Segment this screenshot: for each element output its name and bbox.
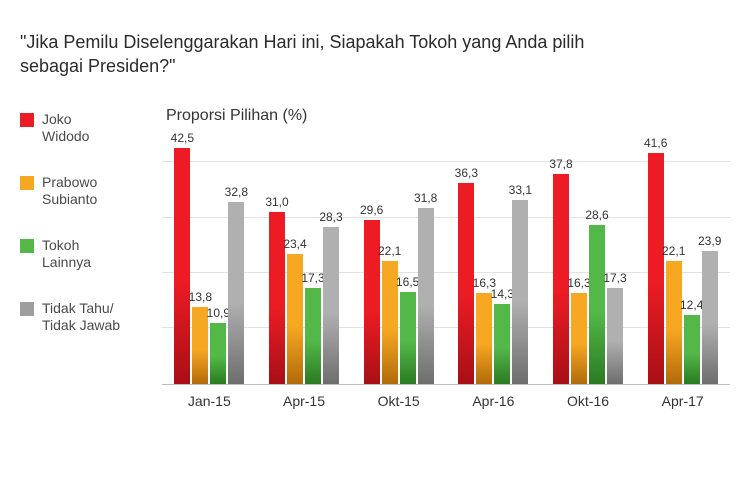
legend-swatch [20, 239, 34, 253]
legend: Joko Widodo Prabowo Subianto Tokoh Lainnya… [20, 107, 140, 335]
bar: 28,6 [589, 225, 605, 383]
bar-value-label: 23,4 [283, 237, 306, 254]
bar-value-label: 31,0 [265, 195, 288, 212]
bar: 22,1 [666, 261, 682, 383]
bar-value-label: 10,9 [207, 306, 230, 323]
bar-value-label: 37,8 [549, 157, 572, 174]
chart-title: "Jika Pemilu Diselenggarakan Hari ini, S… [20, 30, 660, 79]
bar-group: 41,622,112,423,9 [635, 135, 730, 384]
bar-value-label: 12,4 [680, 298, 703, 315]
plot-area: 42,513,810,932,831,023,417,328,329,622,1… [162, 135, 730, 385]
bar: 32,8 [228, 202, 244, 383]
bar-value-label: 33,1 [509, 183, 532, 200]
bar: 42,5 [174, 148, 190, 383]
x-axis-labels: Jan-15Apr-15Okt-15Apr-16Okt-16Apr-17 [162, 393, 730, 409]
bar: 16,3 [571, 293, 587, 383]
bar-value-label: 14,3 [491, 287, 514, 304]
bar: 16,3 [476, 293, 492, 383]
bar-value-label: 17,3 [301, 271, 324, 288]
bar: 28,3 [323, 227, 339, 384]
bar-value-label: 36,3 [455, 166, 478, 183]
chart-container: Joko Widodo Prabowo Subianto Tokoh Lainnya… [20, 107, 730, 409]
bar-value-label: 31,8 [414, 191, 437, 208]
legend-item: Tidak Tahu/ Tidak Jawab [20, 300, 140, 335]
bar: 16,5 [400, 292, 416, 383]
bar: 17,3 [305, 288, 321, 384]
x-axis-label: Apr-15 [257, 393, 352, 409]
title-line-1: "Jika Pemilu Diselenggarakan Hari ini, S… [20, 32, 584, 52]
bar-group: 31,023,417,328,3 [257, 135, 352, 384]
bar: 23,9 [702, 251, 718, 383]
legend-label: Tokoh Lainnya [42, 237, 91, 272]
title-line-2: sebagai Presiden?" [20, 56, 176, 76]
bar-value-label: 42,5 [171, 131, 194, 148]
bar-value-label: 16,3 [567, 276, 590, 293]
bar-group: 36,316,314,333,1 [446, 135, 541, 384]
bar: 10,9 [210, 323, 226, 383]
legend-item: Joko Widodo [20, 111, 140, 146]
x-axis-label: Apr-16 [446, 393, 541, 409]
legend-swatch [20, 302, 34, 316]
bar-value-label: 22,1 [378, 244, 401, 261]
bar: 12,4 [684, 315, 700, 384]
x-axis-label: Okt-15 [351, 393, 446, 409]
legend-item: Prabowo Subianto [20, 174, 140, 209]
chart-area: Proporsi Pilihan (%) 42,513,810,932,831,… [162, 107, 730, 409]
bar-value-label: 16,5 [396, 275, 419, 292]
bar: 31,8 [418, 208, 434, 384]
bar-value-label: 29,6 [360, 203, 383, 220]
bar: 33,1 [512, 200, 528, 383]
bar-value-label: 28,3 [319, 210, 342, 227]
bar-value-label: 22,1 [662, 244, 685, 261]
bar: 17,3 [607, 288, 623, 384]
legend-swatch [20, 176, 34, 190]
bar-group: 29,622,116,531,8 [351, 135, 446, 384]
x-axis-label: Apr-17 [635, 393, 730, 409]
bar-value-label: 17,3 [603, 271, 626, 288]
chart-subtitle: Proporsi Pilihan (%) [162, 107, 730, 125]
bar-value-label: 28,6 [585, 208, 608, 225]
bar-value-label: 41,6 [644, 136, 667, 153]
legend-item: Tokoh Lainnya [20, 237, 140, 272]
bar-value-label: 23,9 [698, 234, 721, 251]
x-axis-label: Jan-15 [162, 393, 257, 409]
legend-label: Joko Widodo [42, 111, 89, 146]
bar-group: 37,816,328,617,3 [541, 135, 636, 384]
legend-label: Tidak Tahu/ Tidak Jawab [42, 300, 120, 335]
bar-group: 42,513,810,932,8 [162, 135, 257, 384]
bar: 41,6 [648, 153, 664, 383]
bar-value-label: 32,8 [225, 185, 248, 202]
legend-label: Prabowo Subianto [42, 174, 97, 209]
bar-value-label: 13,8 [189, 290, 212, 307]
bar: 14,3 [494, 304, 510, 383]
x-axis-label: Okt-16 [541, 393, 636, 409]
legend-swatch [20, 113, 34, 127]
